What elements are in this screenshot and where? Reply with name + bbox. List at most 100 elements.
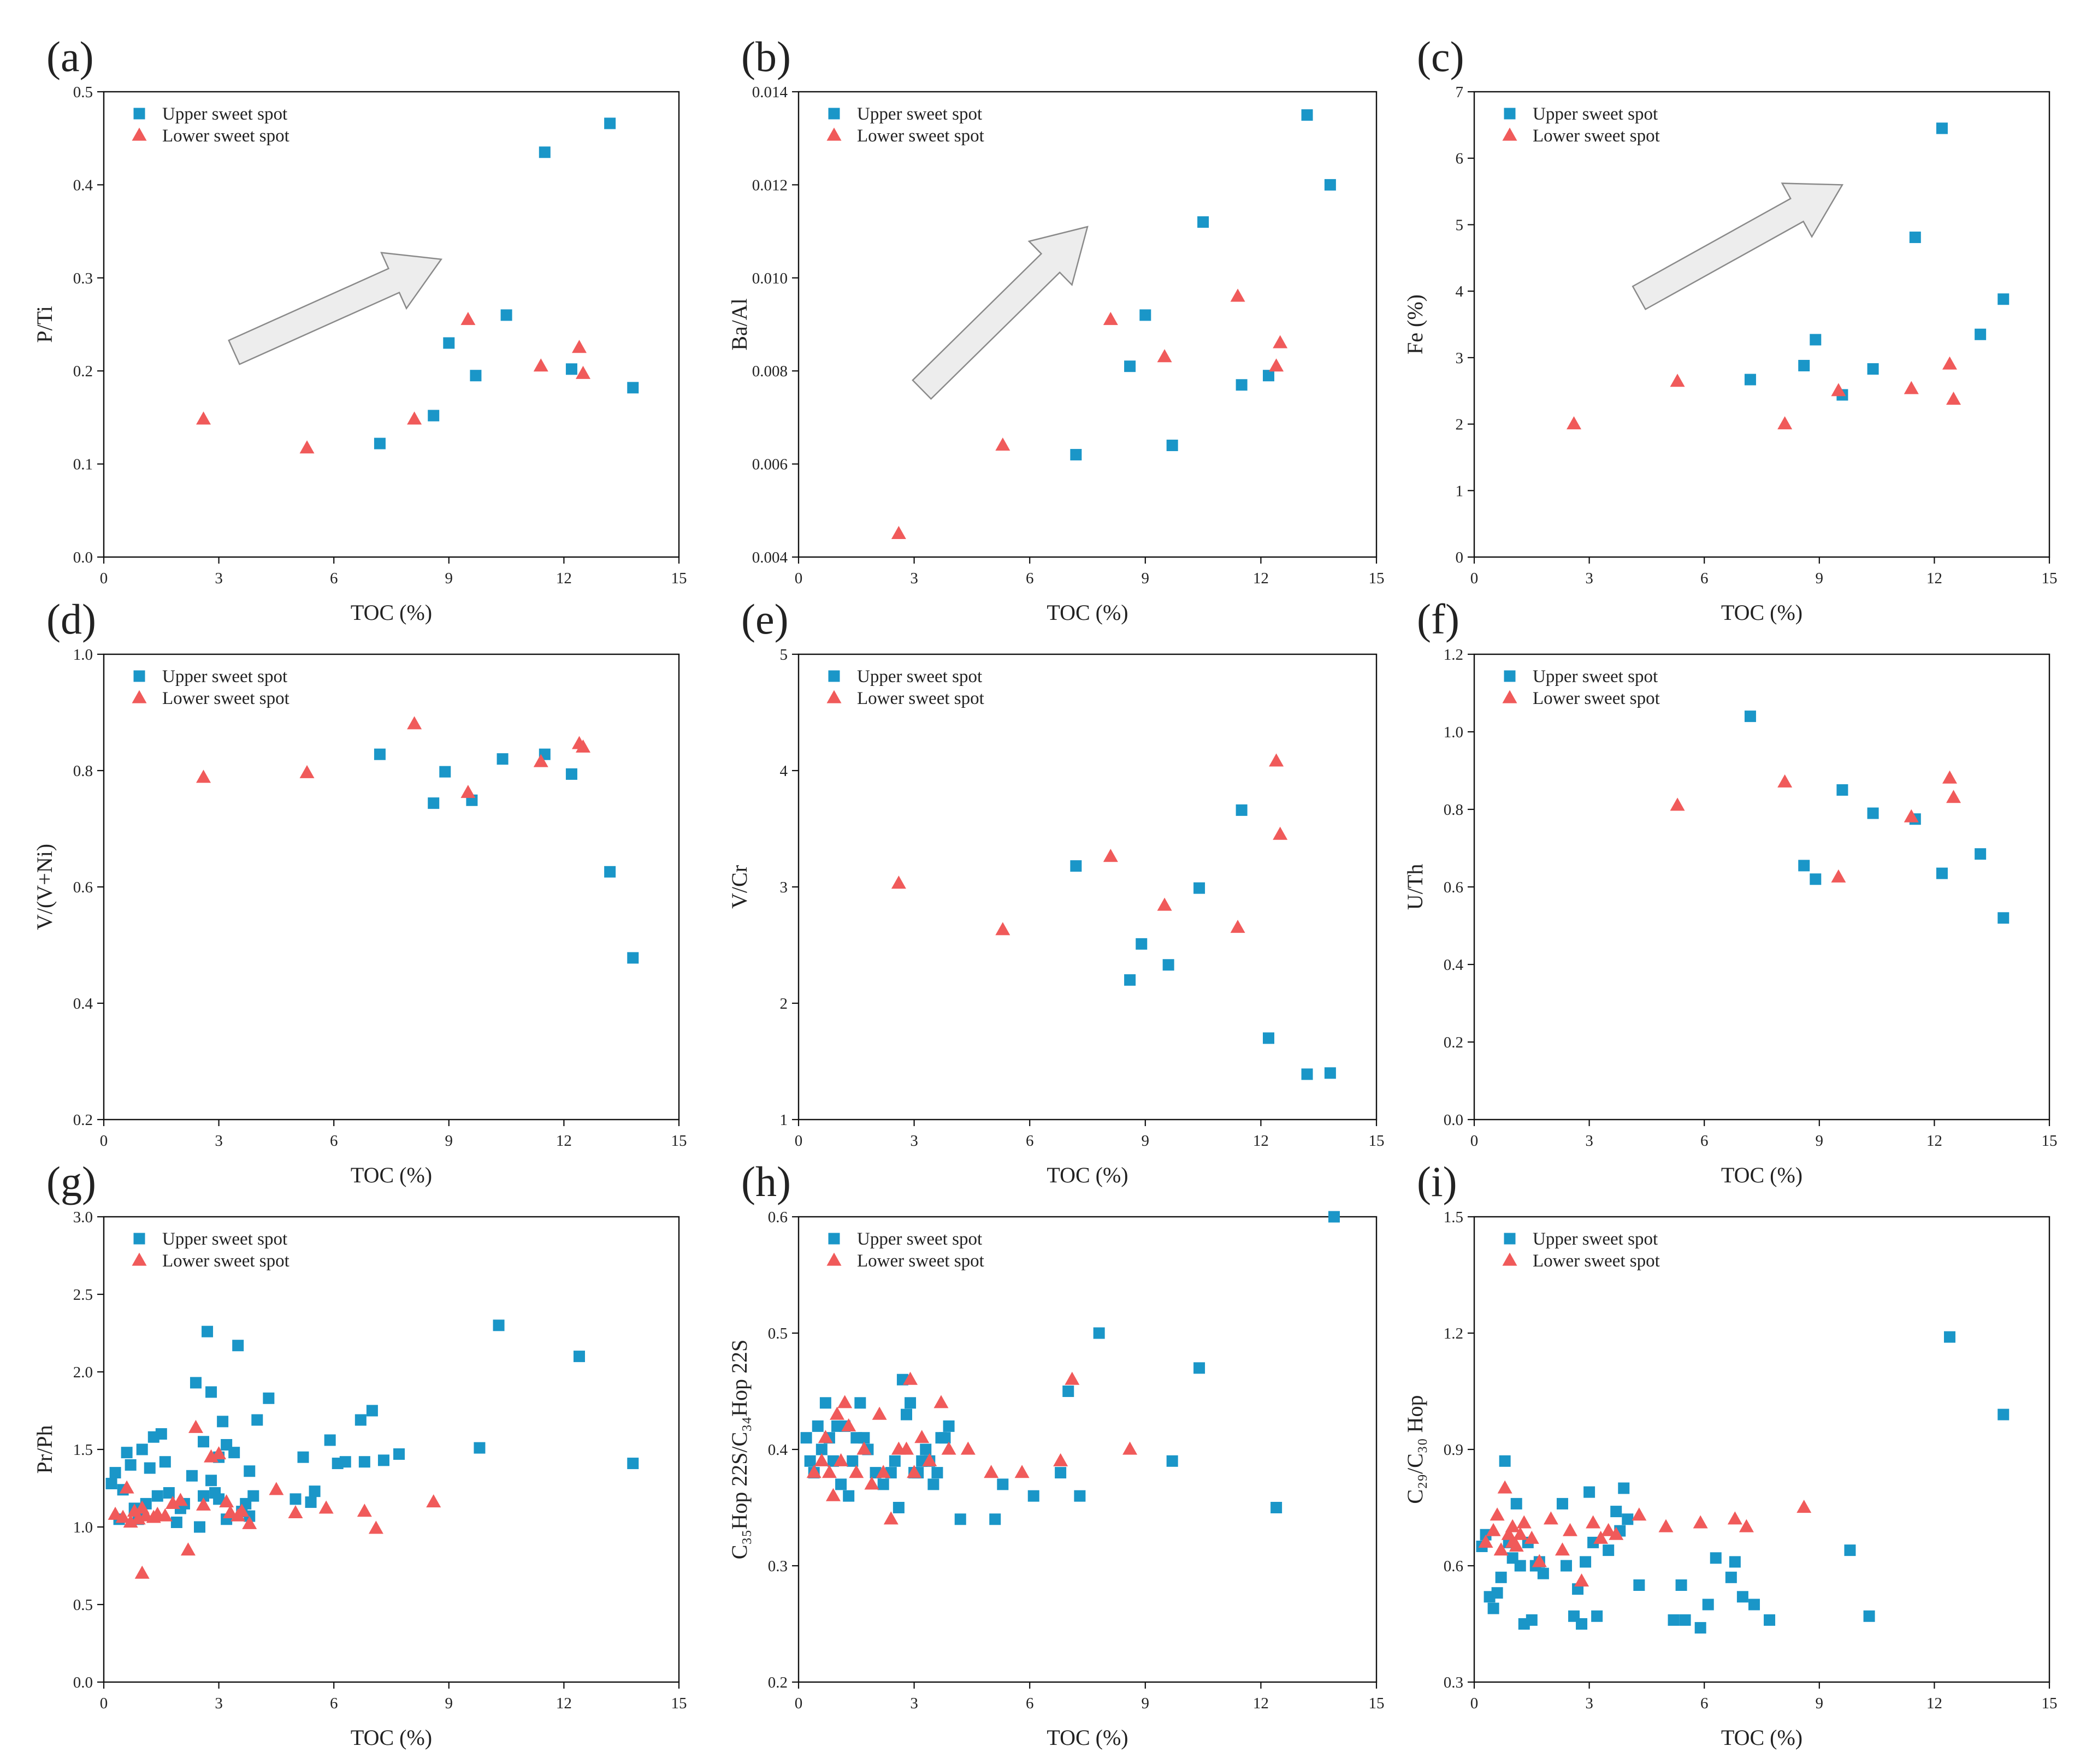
x-tick-label: 0 [100, 1132, 108, 1150]
x-tick-label: 12 [556, 570, 572, 587]
upper-data-point [377, 1454, 389, 1466]
lower-data-point [995, 437, 1010, 451]
lower-data-point [1269, 358, 1284, 372]
x-tick-label: 15 [671, 1695, 687, 1712]
x-tick-label: 0 [1470, 1132, 1479, 1150]
y-tick-label: 1.5 [73, 1441, 93, 1459]
lower-data-point [1777, 416, 1793, 430]
series-upper [374, 748, 639, 964]
lower-data-point [108, 1506, 123, 1520]
y-tick-label: 0.0 [73, 549, 93, 566]
x-tick-label: 0 [1470, 570, 1479, 587]
lower-data-point [1065, 1371, 1080, 1385]
upper-data-point [1027, 1490, 1039, 1502]
lower-data-point [1014, 1465, 1030, 1478]
upper-data-point [997, 1478, 1009, 1490]
x-tick-label: 6 [1700, 570, 1709, 587]
x-tick-label: 12 [556, 1695, 572, 1712]
upper-data-point [1710, 1552, 1722, 1564]
upper-data-point [1514, 1560, 1526, 1572]
lower-data-point [288, 1505, 303, 1519]
lower-data-point [571, 340, 587, 353]
lower-data-point [119, 1480, 134, 1494]
lower-data-point [1512, 1526, 1528, 1540]
y-tick-label: 0.5 [73, 1596, 93, 1614]
series-lower [806, 1371, 1138, 1525]
upper-data-point [1499, 1455, 1511, 1467]
upper-data-point [244, 1465, 256, 1477]
panel-label: (g) [46, 1158, 96, 1205]
upper-data-point [939, 1432, 951, 1444]
upper-data-point [1591, 1610, 1603, 1622]
y-tick-label: 0.4 [768, 1441, 788, 1459]
upper-data-point [358, 1456, 370, 1468]
y-tick-label: 0.8 [73, 762, 93, 780]
upper-data-point [1936, 867, 1948, 879]
x-tick-label: 6 [1026, 570, 1034, 587]
lower-data-point [825, 1488, 841, 1501]
x-tick-label: 3 [215, 1132, 223, 1150]
lower-data-point [357, 1503, 372, 1517]
upper-data-point [1236, 379, 1248, 391]
upper-data-point [800, 1432, 812, 1444]
y-tick-label: 0.6 [768, 1209, 788, 1226]
upper-data-point [604, 866, 616, 878]
plot-frame [103, 1216, 680, 1683]
series-lower [1567, 356, 1961, 430]
upper-data-point [1124, 974, 1136, 986]
upper-data-point [354, 1414, 367, 1426]
upper-data-point [835, 1478, 847, 1490]
y-tick-label: 0.2 [73, 1111, 93, 1129]
y-tick-label: 0.012 [752, 176, 788, 194]
y-axis-label: U/Th [1403, 864, 1427, 910]
legend-marker-lower [1502, 1252, 1517, 1266]
upper-data-point [393, 1448, 405, 1460]
x-tick-label: 3 [910, 570, 918, 587]
upper-data-point [1610, 1506, 1622, 1518]
upper-data-point [1863, 1610, 1875, 1622]
panel-label: (b) [741, 33, 791, 80]
upper-data-point [604, 117, 616, 129]
y-tick-label: 0.1 [73, 456, 93, 473]
x-tick-label: 9 [445, 1695, 453, 1712]
upper-data-point [339, 1456, 351, 1468]
lower-data-point [1601, 1523, 1616, 1536]
y-axis-label: V/Cr [727, 865, 752, 909]
y-tick-label: 0.6 [73, 879, 93, 896]
plot-frame [1473, 1216, 2050, 1683]
upper-data-point [1491, 1587, 1503, 1599]
x-tick-label: 0 [100, 570, 108, 587]
upper-data-point [202, 1325, 214, 1337]
x-axis-label: TOC (%) [351, 1163, 432, 1187]
lower-data-point [1942, 770, 1957, 784]
upper-data-point [232, 1340, 244, 1352]
legend-marker-upper [133, 108, 145, 120]
lower-data-point [1904, 381, 1919, 394]
lower-data-point [1567, 416, 1582, 430]
upper-data-point [374, 437, 386, 449]
upper-data-point [366, 1405, 378, 1417]
upper-data-point [804, 1455, 816, 1467]
legend-label: Lower sweet spot [857, 1251, 984, 1271]
x-tick-label: 3 [1585, 570, 1593, 587]
legend-marker-upper [133, 1233, 145, 1245]
legend-label: Lower sweet spot [857, 126, 984, 146]
y-axis-label: Pr/Ph [32, 1425, 57, 1474]
panel-a: (a) 0 3 6 9 12 15 0.0 0.1 0.2 0.3 0.4 0.5 TOC (%) P/Ti… [32, 33, 687, 625]
lower-data-point [1505, 1519, 1520, 1532]
lower-data-point [1593, 1530, 1609, 1544]
legend-label: Upper sweet spot [1533, 667, 1658, 686]
lower-data-point [1122, 1441, 1138, 1455]
upper-data-point [228, 1447, 240, 1459]
lower-data-point [841, 1418, 856, 1431]
upper-data-point [1270, 1502, 1283, 1513]
y-tick-label: 0.8 [1444, 801, 1463, 819]
upper-data-point [1810, 334, 1822, 346]
y-tick-label: 0 [1456, 549, 1464, 566]
lower-data-point [1693, 1515, 1708, 1529]
lower-data-point [533, 754, 548, 767]
x-tick-label: 3 [1585, 1132, 1593, 1150]
series-upper [1744, 122, 2010, 401]
series-upper [800, 1211, 1340, 1525]
lower-data-point [1103, 849, 1118, 862]
